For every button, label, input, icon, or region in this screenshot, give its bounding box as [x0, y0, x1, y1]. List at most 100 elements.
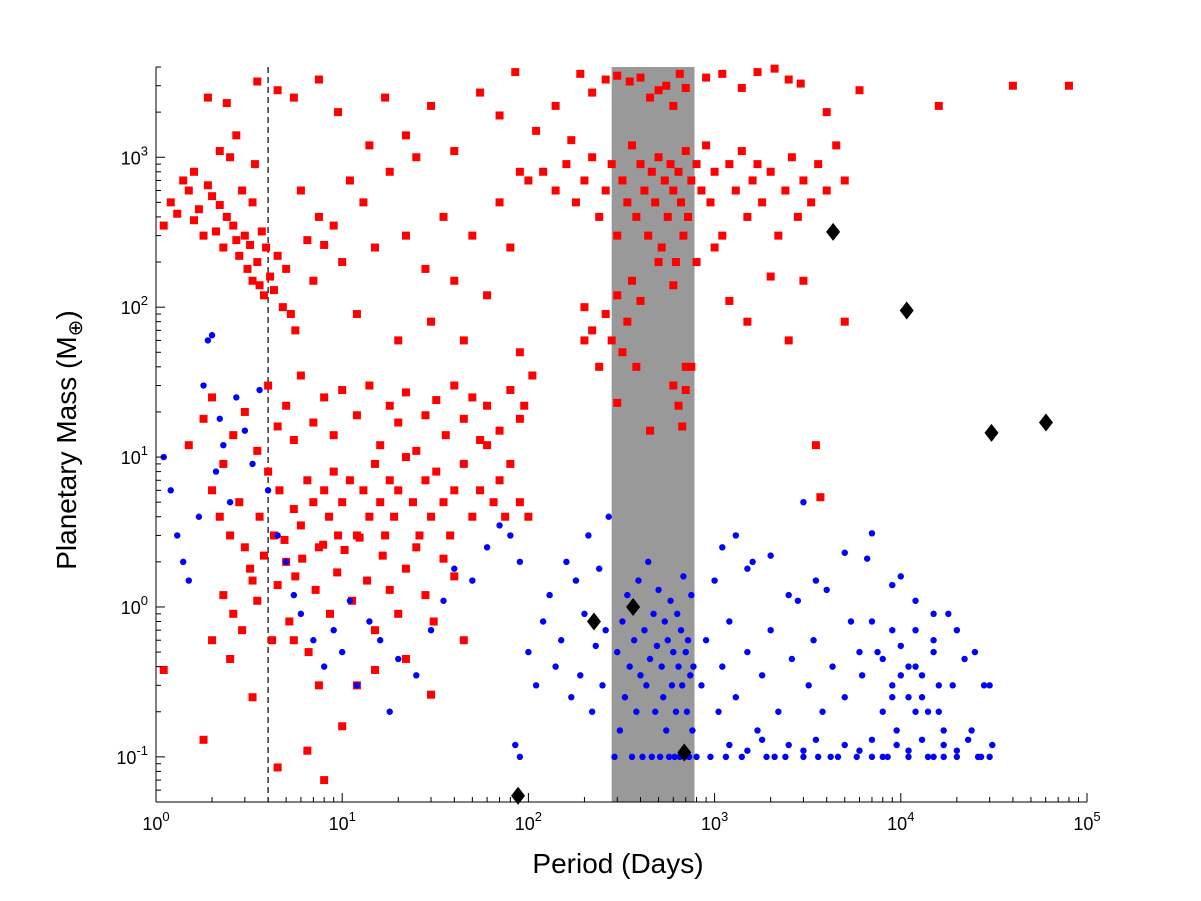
data-point	[707, 753, 714, 761]
x-tick-label: 103	[701, 809, 728, 834]
data-point	[370, 459, 379, 468]
data-point	[421, 411, 430, 420]
data-point	[450, 147, 459, 156]
data-point	[256, 386, 263, 394]
data-point	[666, 160, 675, 169]
data-point	[216, 415, 223, 422]
y-tick-label: 100	[121, 593, 148, 618]
data-point	[551, 186, 560, 195]
data-point	[834, 753, 842, 761]
data-point	[710, 243, 719, 252]
data-point	[676, 198, 685, 207]
data-point	[248, 576, 257, 585]
data-point	[613, 71, 622, 80]
data-point	[940, 741, 947, 749]
data-point	[605, 513, 612, 520]
data-point	[669, 186, 678, 195]
data-point	[309, 276, 318, 285]
data-point	[208, 393, 217, 402]
data-point	[744, 565, 751, 572]
data-point	[204, 337, 212, 344]
data-point	[758, 736, 766, 743]
data-point	[611, 753, 618, 761]
data-point	[240, 407, 249, 416]
data-point	[627, 141, 636, 150]
data-point	[601, 310, 610, 319]
data-point	[401, 564, 410, 573]
data-point	[732, 532, 740, 539]
data-point	[680, 573, 687, 580]
data-point	[652, 708, 659, 715]
data-point	[884, 753, 891, 761]
y-tick-label: 101	[121, 443, 148, 468]
data-point	[190, 216, 199, 225]
data-point	[897, 672, 904, 679]
data-point	[675, 69, 684, 78]
data-point	[495, 476, 504, 485]
data-point	[868, 736, 876, 743]
data-point	[459, 336, 468, 345]
data-point	[726, 741, 733, 749]
data-point	[856, 648, 863, 656]
y-tick-label: 10-1	[116, 743, 148, 768]
data-point	[971, 648, 979, 656]
data-point	[796, 79, 805, 88]
data-point	[934, 101, 943, 110]
data-point	[663, 212, 672, 221]
data-point	[370, 626, 379, 635]
data-point	[627, 276, 636, 285]
data-point	[660, 176, 669, 185]
data-point	[215, 147, 224, 156]
data-point	[632, 362, 641, 371]
data-point	[687, 362, 696, 371]
data-point	[679, 682, 686, 689]
data-point	[930, 610, 937, 618]
data-point	[840, 176, 849, 185]
data-point	[912, 663, 919, 670]
data-point	[370, 665, 379, 674]
data-point	[812, 736, 820, 743]
data-point	[588, 326, 597, 335]
data-point	[585, 532, 592, 539]
data-point	[290, 591, 298, 599]
axes	[155, 66, 1088, 803]
data-point	[235, 251, 244, 260]
data-point	[334, 108, 343, 117]
data-point	[366, 618, 373, 625]
data-point	[874, 648, 881, 656]
data-point	[841, 549, 848, 556]
data-point	[635, 577, 642, 584]
data-point	[781, 186, 790, 195]
data-point	[507, 532, 514, 539]
data-point	[495, 198, 504, 207]
data-point	[515, 414, 524, 423]
data-point	[269, 286, 278, 295]
data-point	[949, 682, 956, 689]
data-point	[401, 231, 410, 240]
data-point	[355, 533, 364, 542]
y-tick-label: 103	[121, 143, 148, 168]
points-layer	[159, 64, 1073, 805]
data-point	[607, 160, 616, 169]
data-point	[385, 476, 394, 485]
data-point	[645, 558, 652, 566]
x-axis-title: Period (Days)	[532, 848, 703, 879]
data-point	[677, 743, 692, 762]
data-point	[320, 776, 329, 785]
data-point	[715, 708, 722, 715]
data-point	[572, 577, 580, 584]
data-point	[314, 75, 323, 84]
data-point	[200, 382, 207, 389]
data-point	[613, 231, 622, 240]
data-point	[468, 393, 477, 402]
data-point	[771, 753, 778, 761]
data-point	[476, 88, 485, 97]
data-point	[744, 747, 751, 754]
data-point	[325, 512, 334, 521]
data-point	[754, 727, 761, 734]
data-point	[483, 291, 492, 300]
data-point	[650, 610, 657, 618]
data-point	[338, 498, 347, 507]
data-point	[338, 722, 347, 731]
data-point	[669, 381, 678, 390]
